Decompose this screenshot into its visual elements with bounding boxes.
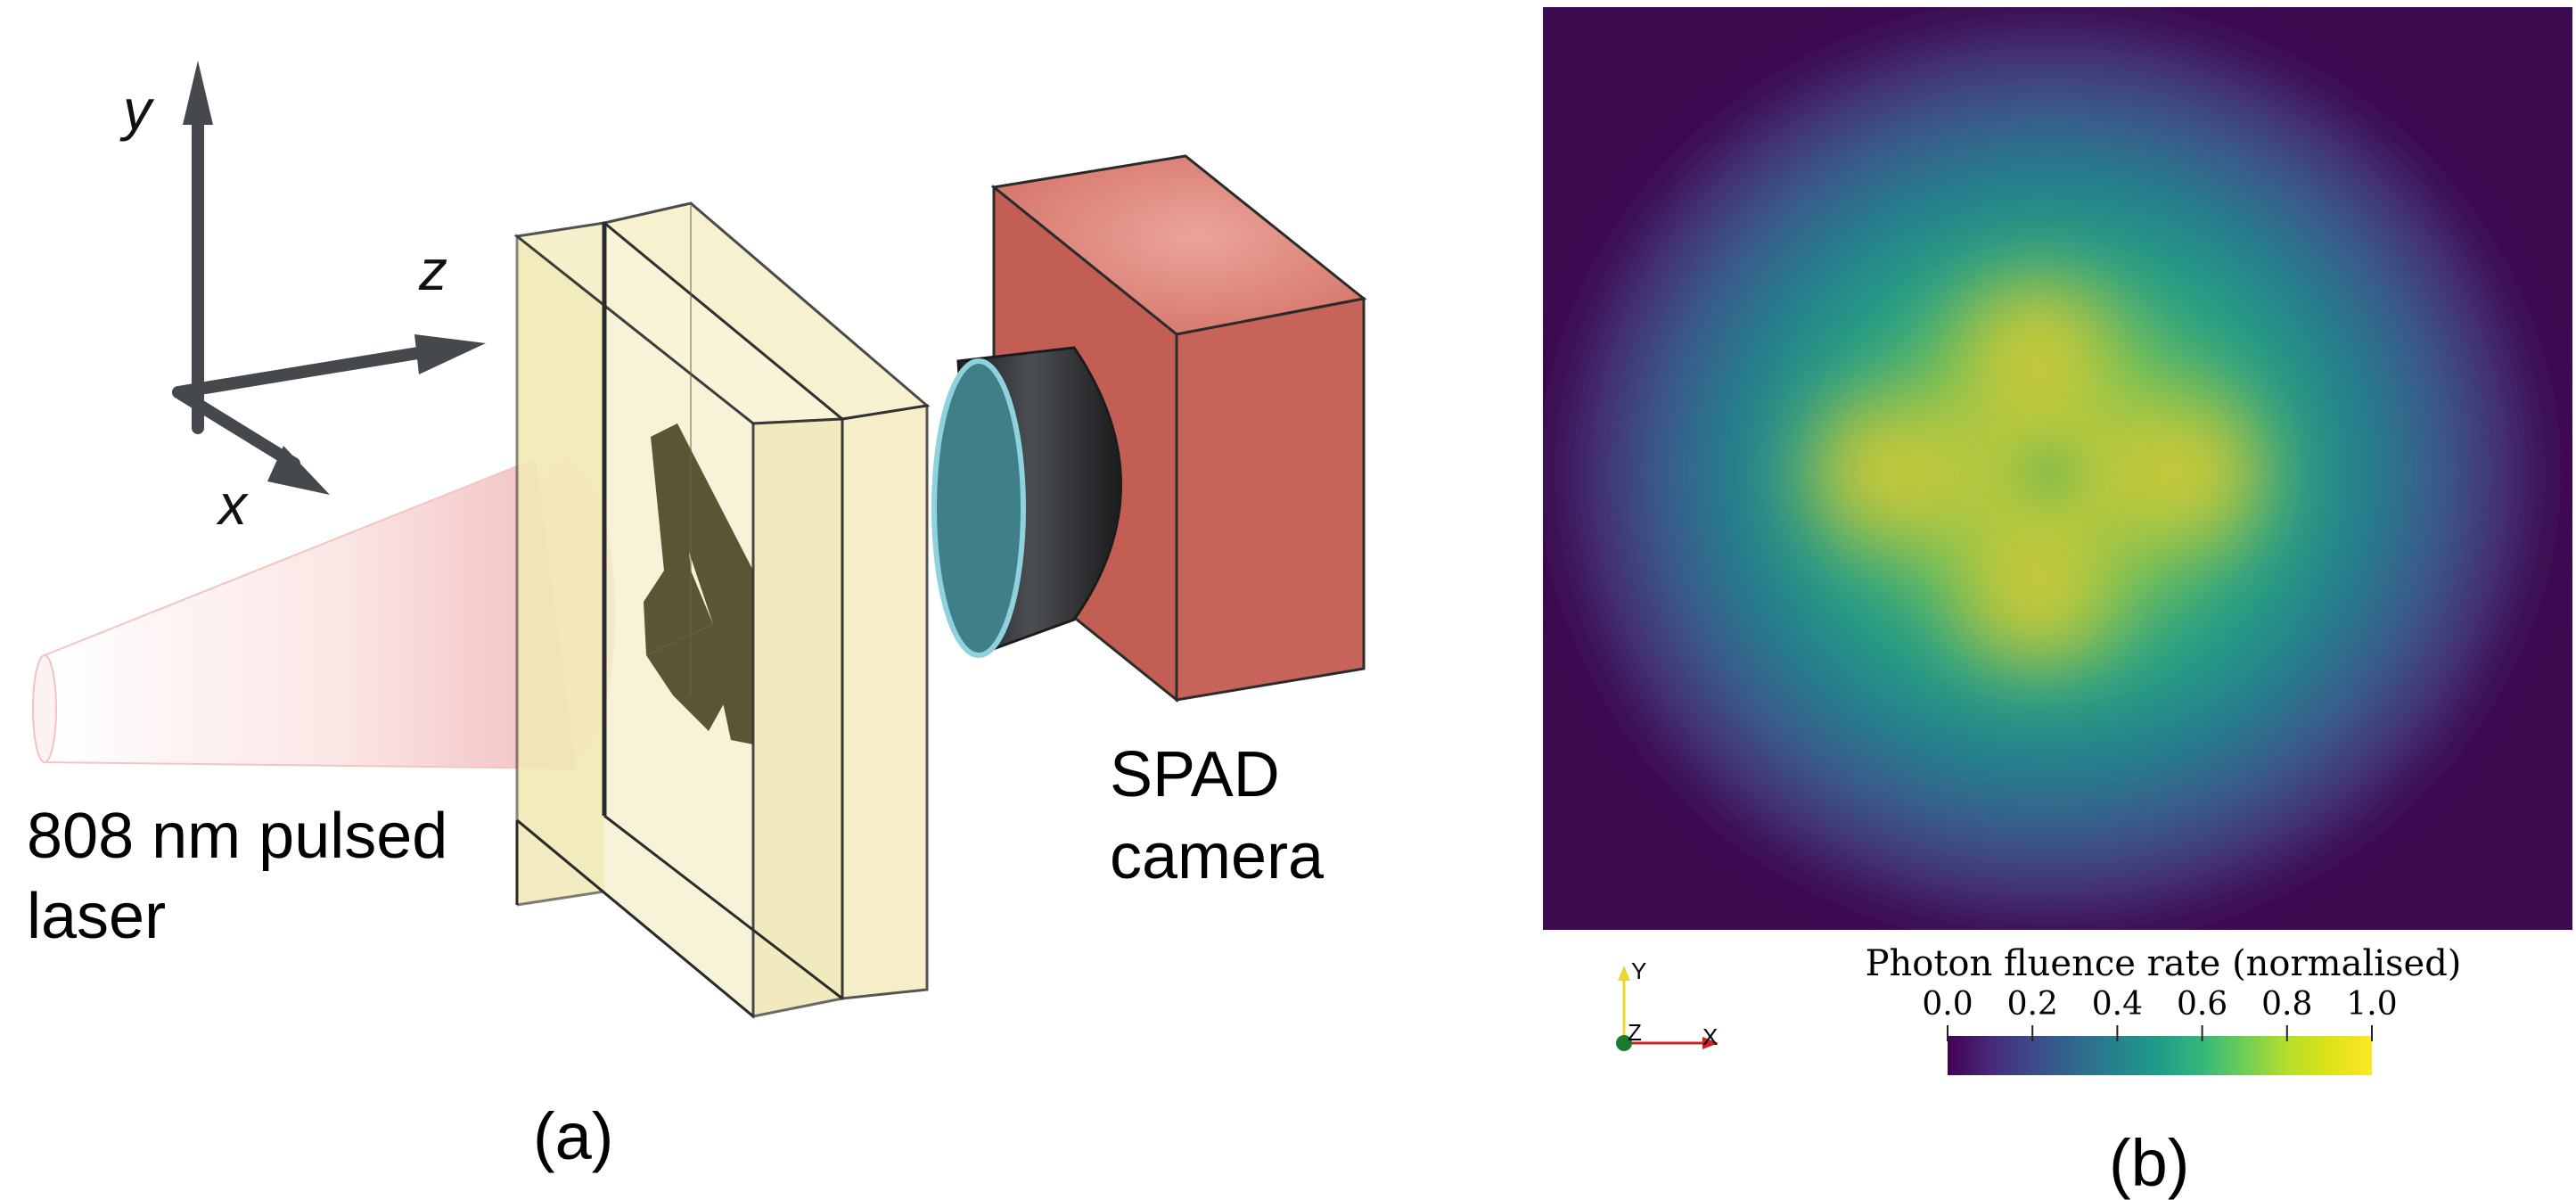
triad-label-z: Z <box>1628 1019 1642 1046</box>
panel-a-schematic: y z x 808 nm pulsed laser SPAD camera (a… <box>27 61 1367 1173</box>
colorbar-ticks: 0.0 0.2 0.4 0.6 0.8 1.0 <box>1922 986 2398 1041</box>
colorbar-tick-label: 1.0 <box>2346 986 2397 1023</box>
triad-label-y: Y <box>1631 958 1646 984</box>
colorbar-tick-label: 0.6 <box>2177 986 2227 1023</box>
colorbar-tick-label: 0.4 <box>2092 986 2143 1023</box>
tissue-slab-front <box>513 221 846 1020</box>
spad-camera <box>931 154 1367 703</box>
laser-label-line1: 808 nm pulsed <box>27 801 447 872</box>
lens-glass <box>931 358 1026 658</box>
colorbar-tick-label: 0.2 <box>2007 986 2058 1023</box>
triad-label-x: X <box>1702 1023 1718 1050</box>
x-shaped-target <box>644 423 753 744</box>
panel-b-heatmap: Y Z X Photon fluence rate (normalised) 0… <box>1543 7 2572 1200</box>
axis-label-z: z <box>418 238 447 302</box>
camera-label-line1: SPAD <box>1110 739 1280 810</box>
colorbar-title: Photon fluence rate (normalised) <box>1866 943 2462 984</box>
coordinate-axes: y z x <box>119 61 486 537</box>
colorbar-gradient <box>1948 1036 2372 1075</box>
colorbar: Photon fluence rate (normalised) 0.0 0.2 0… <box>1866 943 2462 1075</box>
laser-label-line2: laser <box>27 881 166 952</box>
fluence-heatmap <box>1543 7 2572 930</box>
caption-b: (b) <box>2109 1126 2189 1200</box>
axis-label-x: x <box>216 473 249 537</box>
colorbar-tick-label: 0.0 <box>1922 986 1973 1023</box>
caption-a: (a) <box>533 1099 613 1173</box>
colorbar-tick-label: 0.8 <box>2261 986 2312 1023</box>
tissue-slab-back <box>515 201 931 1018</box>
camera-label-line2: camera <box>1110 821 1325 892</box>
orientation-triad: Y Z X <box>1616 958 1719 1051</box>
axis-label-y: y <box>119 78 155 142</box>
